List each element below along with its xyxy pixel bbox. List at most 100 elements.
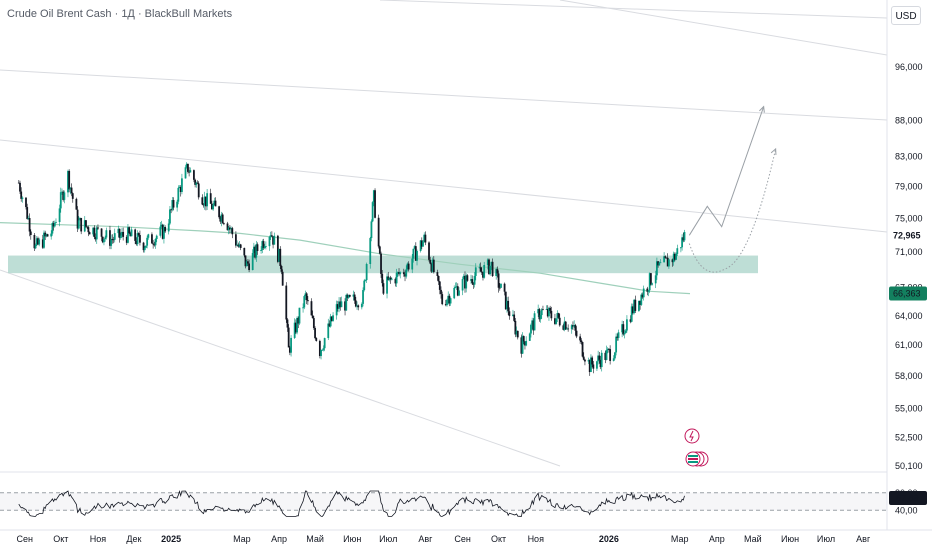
x-tick-label: Мар	[233, 534, 251, 544]
candle-body	[45, 234, 48, 237]
candle-body	[574, 325, 577, 331]
candle-body	[344, 301, 346, 311]
candle-body	[388, 277, 391, 280]
candle-body	[387, 276, 390, 280]
candle-body	[411, 258, 414, 270]
candle-body	[498, 287, 501, 289]
candle-body	[100, 228, 103, 237]
candle-body	[244, 255, 247, 267]
candle-body	[516, 330, 519, 338]
candle-body	[657, 261, 660, 266]
candle-body	[41, 239, 44, 248]
candle-body	[483, 264, 486, 278]
candle-body	[125, 236, 128, 243]
candle-body	[550, 310, 553, 319]
candle-body	[220, 214, 223, 222]
last-price-label: 72,965	[893, 230, 921, 240]
candle-body	[251, 252, 254, 271]
candle-body	[473, 275, 476, 285]
candle-body	[390, 278, 393, 280]
candle-body	[480, 271, 483, 273]
projection-arrowhead	[770, 147, 777, 155]
oscillator-band	[0, 492, 887, 511]
candle-body	[555, 318, 558, 324]
candle-body	[281, 271, 284, 286]
candle-body	[472, 283, 475, 285]
candle-body	[621, 324, 624, 333]
candle-body	[154, 239, 157, 246]
candle-body	[430, 263, 433, 272]
candle-body	[471, 279, 474, 284]
candle-body	[478, 267, 481, 269]
x-tick-label: Май	[744, 534, 762, 544]
candle-body	[153, 244, 156, 246]
candle-body	[142, 242, 145, 251]
candle-body	[596, 361, 598, 369]
x-tick-label: Сен	[17, 534, 34, 544]
candle-body	[327, 323, 330, 339]
candle-body	[396, 271, 399, 273]
candle-body	[28, 218, 31, 232]
candle-body	[374, 190, 376, 218]
candle-body	[137, 233, 140, 236]
candle-body	[455, 286, 458, 288]
candle-body	[588, 360, 591, 373]
candle-body	[193, 170, 195, 180]
x-tick-label: Июн	[343, 534, 361, 544]
event-markers[interactable]	[684, 428, 709, 467]
candle-body	[285, 285, 288, 320]
candle-body	[429, 259, 432, 264]
candle-body	[582, 356, 585, 360]
candle-body	[51, 223, 54, 234]
candle-body	[454, 287, 457, 288]
candle-body	[557, 313, 560, 318]
y-tick-label: 75,000	[895, 213, 923, 223]
candle-body	[179, 187, 182, 192]
candle-body	[195, 182, 198, 185]
candle-body	[268, 236, 271, 247]
x-tick-label: Сен	[454, 534, 471, 544]
ma-price-label: 66,363	[893, 289, 921, 299]
candle-body	[160, 224, 163, 227]
candle-body	[288, 347, 291, 353]
candle-body	[29, 231, 32, 236]
projection-paths[interactable]	[688, 105, 777, 273]
candle-body	[122, 231, 125, 237]
candle-body	[378, 246, 381, 254]
candle-body	[110, 238, 113, 246]
candle-body	[672, 253, 675, 263]
candle-body	[323, 338, 326, 349]
candle-body	[340, 301, 343, 308]
candle-body	[214, 200, 217, 207]
resistance-zone[interactable]	[8, 255, 758, 274]
candle-body	[25, 197, 27, 208]
candle-body	[206, 193, 209, 207]
candle-body	[623, 333, 626, 335]
candle-body	[286, 319, 289, 328]
candle-body	[364, 280, 367, 281]
candle-body	[663, 256, 666, 263]
candle-body	[567, 328, 570, 330]
candle-body	[53, 222, 56, 227]
candle-body	[80, 218, 83, 232]
candle-body	[514, 320, 517, 335]
candle-body	[622, 324, 625, 335]
candle-body	[129, 233, 132, 237]
candle-body	[336, 304, 339, 309]
candle-body	[491, 261, 494, 277]
candle-body	[97, 227, 99, 229]
candle-body	[542, 309, 544, 311]
candle-body	[196, 182, 199, 184]
currency-button[interactable]: USD	[891, 6, 921, 25]
candle-body	[305, 293, 308, 301]
candle-body	[19, 182, 21, 192]
candle-body	[377, 217, 380, 247]
candle-body	[201, 197, 204, 205]
candle-body	[145, 245, 147, 248]
x-tick-label: Ноя	[528, 534, 545, 544]
candle-body	[184, 167, 187, 179]
candle-body	[591, 357, 594, 365]
candle-body	[638, 300, 640, 311]
candle-body	[371, 202, 374, 222]
